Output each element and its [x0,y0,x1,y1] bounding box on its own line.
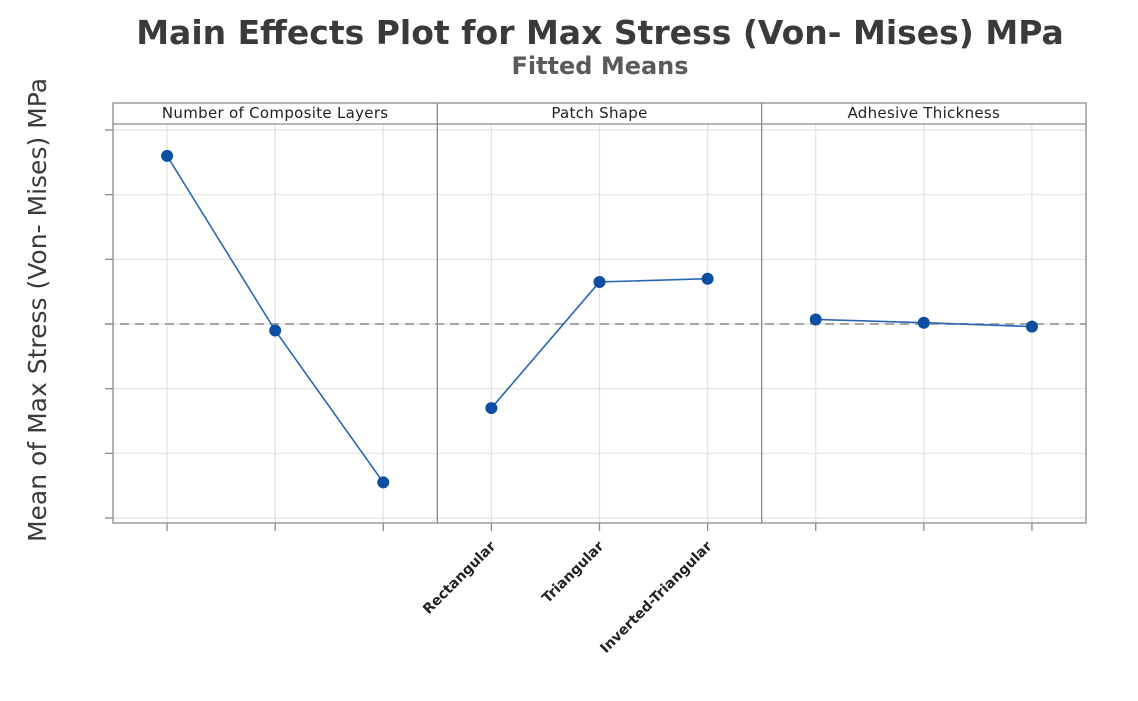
data-point-number-of-composite-layers [377,476,390,489]
data-point-patch-shape [485,402,498,415]
data-point-adhesive-thickness [917,316,930,329]
data-point-patch-shape [593,275,606,288]
data-point-number-of-composite-layers [161,149,174,162]
x-tick-label: Rectangular [420,538,499,617]
y-axis-label: Mean of Max Stress (Von- Mises) MPa [23,78,52,542]
panel-label-adhesive-thickness: Adhesive Thickness [848,104,1001,122]
data-point-adhesive-thickness [809,313,822,326]
panel-label-patch-shape: Patch Shape [551,104,647,122]
chart-subtitle: Fitted Means [511,52,688,80]
plot-area: Number of Composite Layers Patch Shape Rec… [105,102,1087,657]
data-point-number-of-composite-layers [269,324,282,337]
chart-title: Main Effects Plot for Max Stress (Von- M… [136,13,1064,52]
data-point-adhesive-thickness [1025,320,1038,333]
data-point-patch-shape [701,272,714,285]
panel-label-number-of-composite-layers: Number of Composite Layers [162,104,389,122]
x-tick-label: Triangular [539,538,607,606]
x-tick-label: Inverted-Triangular [597,538,715,656]
